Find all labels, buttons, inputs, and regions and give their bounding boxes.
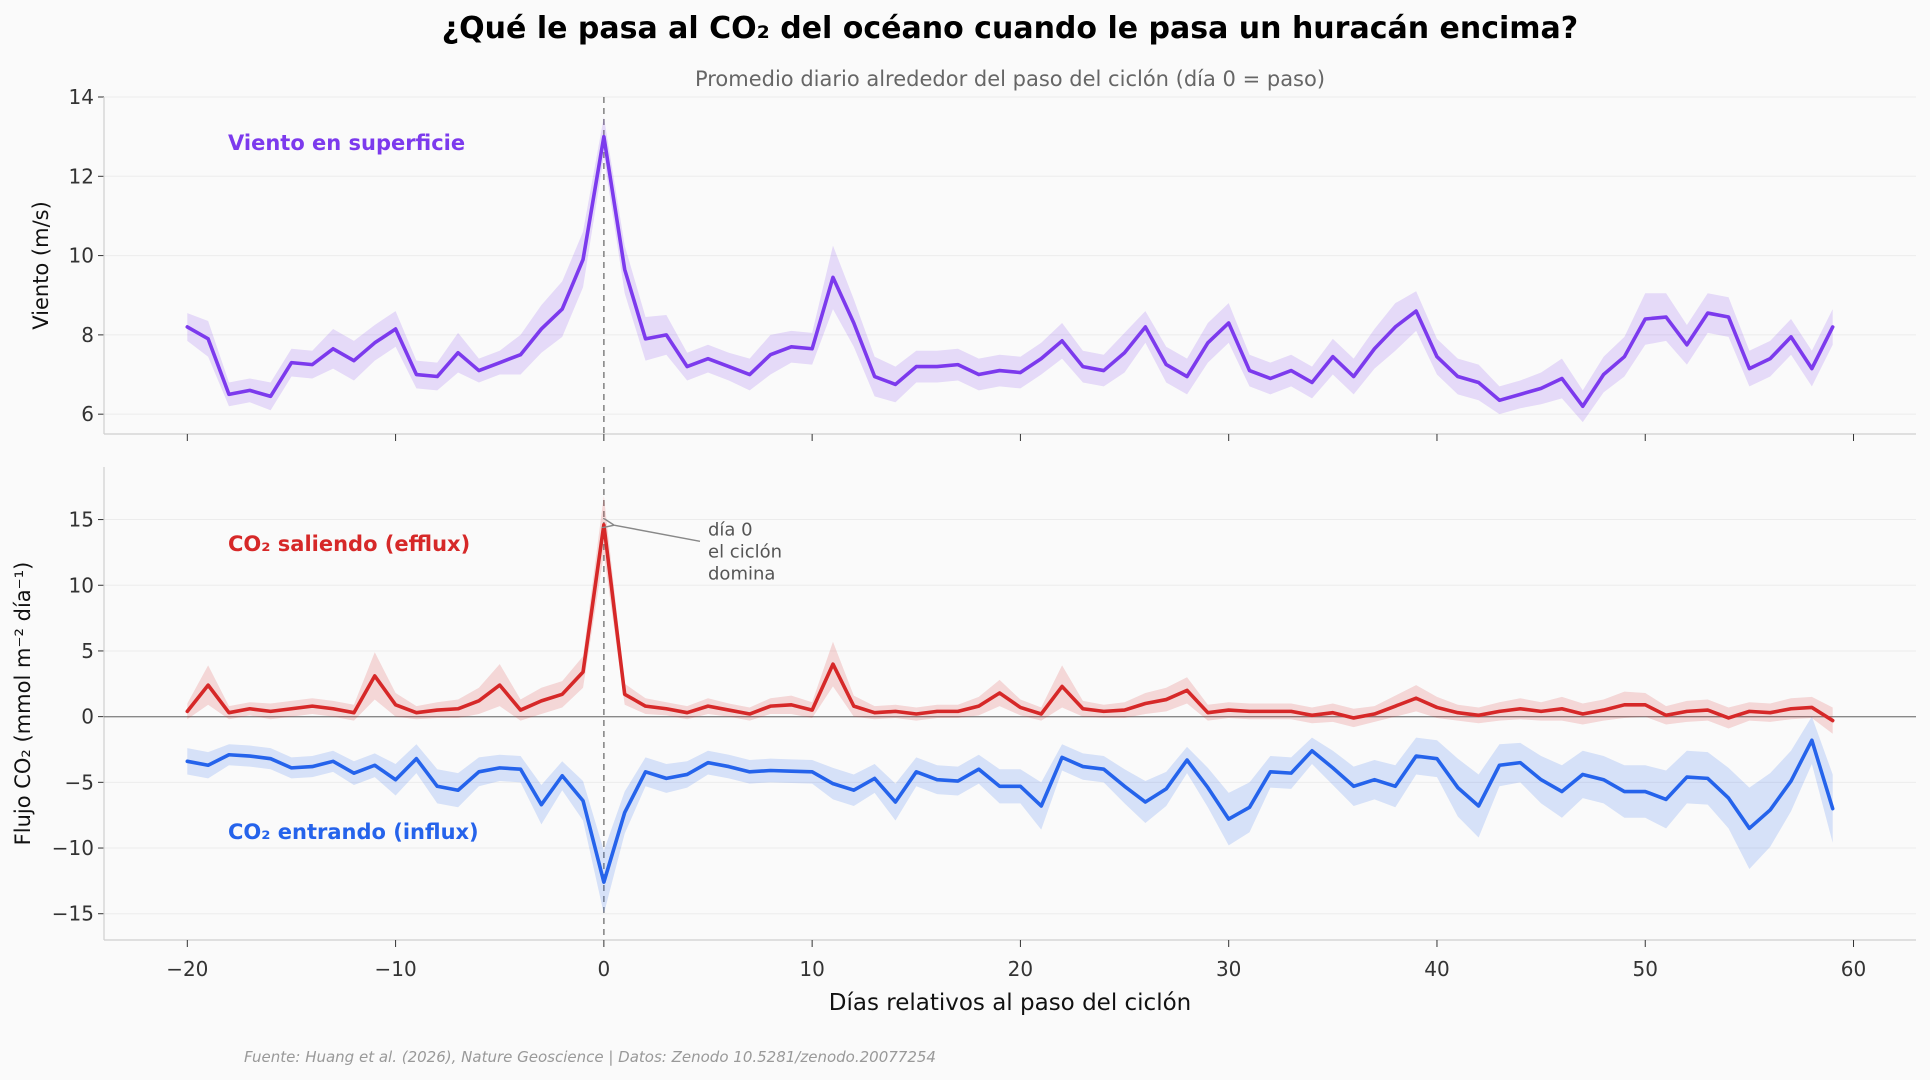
x-tick-label: 40	[1424, 957, 1449, 981]
y-tick-label: −15	[52, 902, 94, 926]
confidence-band	[187, 716, 1833, 914]
x-tick-label: 30	[1216, 957, 1241, 981]
y-tick-label: 10	[69, 244, 94, 268]
x-tick-label: 10	[799, 957, 824, 981]
series-label: Viento en superficie	[228, 131, 465, 155]
y-tick-label: 12	[69, 164, 94, 188]
x-tick-label: −10	[374, 957, 416, 981]
y-tick-label: 15	[69, 508, 94, 532]
y-tick-label: 5	[81, 639, 94, 663]
y-axis-label: Viento (m/s)	[29, 201, 53, 330]
y-tick-label: 6	[81, 402, 94, 426]
annotation-arrow	[612, 525, 701, 543]
x-tick-label: 50	[1633, 957, 1658, 981]
y-tick-label: 8	[81, 323, 94, 347]
series-line	[185, 738, 1835, 884]
y-tick-label: 10	[69, 573, 94, 597]
y-axis-label: Flujo CO₂ (mmol m⁻² día⁻¹)	[11, 562, 35, 846]
wind-panel: 6 8 10 12 14 Viento en superficie Viento (m/s)	[29, 85, 1916, 441]
x-tick-label: 20	[1008, 957, 1033, 981]
y-tick-label: 14	[69, 85, 94, 109]
x-tick-label: 0	[597, 957, 610, 981]
source-note: Fuente: Huang et al. (2026), Nature Geos…	[244, 1048, 936, 1066]
series-label: CO₂ entrando (influx)	[228, 820, 479, 844]
confidence-band	[187, 116, 1833, 423]
y-tick-label: −5	[65, 770, 94, 794]
x-tick-label: −20	[166, 957, 208, 981]
chart-subtitle: Promedio diario alrededor del paso del c…	[695, 67, 1325, 91]
series-label: CO₂ saliendo (efflux)	[228, 532, 470, 556]
annotation-text: día 0	[708, 519, 753, 540]
chart-title: ¿Qué le pasa al CO₂ del océano cuando le…	[442, 11, 1578, 46]
annotation-text: el ciclón	[708, 541, 782, 562]
x-tick-label: 60	[1841, 957, 1866, 981]
annotation-text: domina	[708, 563, 775, 584]
co2-flux-panel: −15 −10 −5 0 5 10 15 −20 −10 0 10 20 30 40 50 60 CO₂ sal…	[11, 467, 1916, 1016]
y-tick-label: 0	[81, 705, 94, 729]
y-tick-label: −10	[52, 836, 94, 860]
series-line	[185, 134, 1835, 409]
series-line	[185, 523, 1835, 723]
x-axis-label: Días relativos al paso del ciclón	[829, 990, 1192, 1016]
